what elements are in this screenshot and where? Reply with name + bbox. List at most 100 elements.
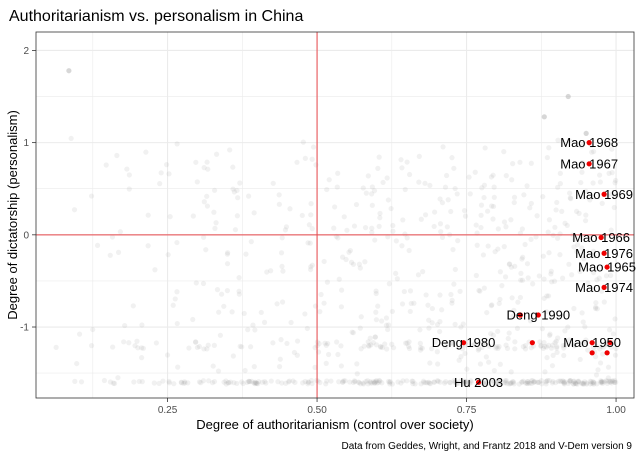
background-point xyxy=(461,380,467,386)
background-point xyxy=(468,378,474,384)
background-point xyxy=(132,343,138,349)
background-point xyxy=(234,213,240,219)
background-point xyxy=(579,380,585,386)
background-point xyxy=(567,378,574,384)
background-point xyxy=(166,380,172,386)
background-point xyxy=(541,295,547,301)
background-point xyxy=(599,200,605,206)
background-point xyxy=(201,346,207,352)
background-point xyxy=(549,363,556,369)
background-point xyxy=(598,343,604,350)
background-point xyxy=(290,378,296,384)
background-point xyxy=(284,340,290,347)
background-point xyxy=(210,363,216,369)
background-point xyxy=(478,212,484,218)
background-point xyxy=(439,234,446,240)
background-point xyxy=(540,253,546,259)
background-point xyxy=(604,380,610,387)
background-point xyxy=(490,377,496,384)
background-point xyxy=(437,196,443,202)
background-point xyxy=(224,288,230,294)
background-point xyxy=(570,381,576,387)
point-label: Deng 1980 xyxy=(432,335,496,350)
background-point xyxy=(372,334,378,340)
background-point xyxy=(370,340,376,346)
background-point xyxy=(212,225,218,231)
background-point xyxy=(225,250,231,256)
background-point xyxy=(569,272,575,278)
y-axis-label: Degree of dictatorship (personalism) xyxy=(5,110,20,320)
background-point xyxy=(590,180,596,186)
background-point xyxy=(350,261,357,267)
background-point xyxy=(107,252,113,258)
background-point xyxy=(593,343,599,349)
background-point xyxy=(571,305,577,312)
background-point xyxy=(278,250,285,256)
background-point xyxy=(164,352,171,358)
background-point xyxy=(170,302,176,308)
background-point xyxy=(502,378,508,384)
background-point xyxy=(488,303,494,309)
background-point xyxy=(174,141,180,147)
background-point xyxy=(576,379,582,385)
background-point xyxy=(216,309,222,315)
point-label: Mao 1965 xyxy=(578,260,636,275)
background-point xyxy=(258,309,264,316)
background-point xyxy=(478,202,485,208)
background-point xyxy=(393,270,399,277)
background-point xyxy=(577,356,583,363)
background-point xyxy=(554,349,560,355)
background-point xyxy=(473,272,479,279)
background-point xyxy=(331,225,337,231)
background-point xyxy=(90,326,96,333)
background-point xyxy=(336,276,342,282)
background-point xyxy=(571,379,577,385)
background-point xyxy=(440,144,446,150)
background-point xyxy=(538,343,544,349)
background-point xyxy=(552,224,558,230)
background-point xyxy=(485,243,491,249)
background-point xyxy=(452,321,458,327)
background-point xyxy=(587,235,593,241)
background-point xyxy=(171,381,177,387)
background-point xyxy=(373,288,379,294)
point-label: Mao 1969 xyxy=(575,187,633,202)
background-point xyxy=(561,380,567,386)
background-point xyxy=(519,277,526,283)
background-point xyxy=(172,296,178,302)
background-point xyxy=(308,377,315,384)
background-point xyxy=(369,380,375,386)
background-point xyxy=(389,341,395,347)
background-point xyxy=(547,331,553,337)
background-point xyxy=(367,379,373,385)
background-point xyxy=(215,368,222,374)
background-point xyxy=(503,224,509,230)
background-point xyxy=(575,378,581,384)
background-point xyxy=(510,313,516,319)
background-point xyxy=(201,165,207,171)
background-point xyxy=(506,381,513,387)
background-point xyxy=(612,352,619,358)
background-point xyxy=(250,322,256,328)
background-point xyxy=(528,160,534,166)
background-point xyxy=(193,339,199,345)
point-label: Mao 1950 xyxy=(563,335,621,350)
background-point xyxy=(437,319,443,325)
background-point xyxy=(531,379,537,385)
background-point xyxy=(550,342,556,348)
background-point xyxy=(590,270,597,276)
background-point xyxy=(205,342,211,348)
background-point xyxy=(519,379,525,385)
background-point xyxy=(371,188,378,194)
background-point xyxy=(237,343,243,349)
background-point xyxy=(240,380,246,387)
background-point xyxy=(455,380,461,386)
background-point xyxy=(347,379,353,385)
background-point xyxy=(612,180,618,186)
background-points-layer xyxy=(53,68,619,387)
background-point xyxy=(544,293,550,299)
background-point xyxy=(609,146,615,152)
background-point xyxy=(305,240,311,246)
